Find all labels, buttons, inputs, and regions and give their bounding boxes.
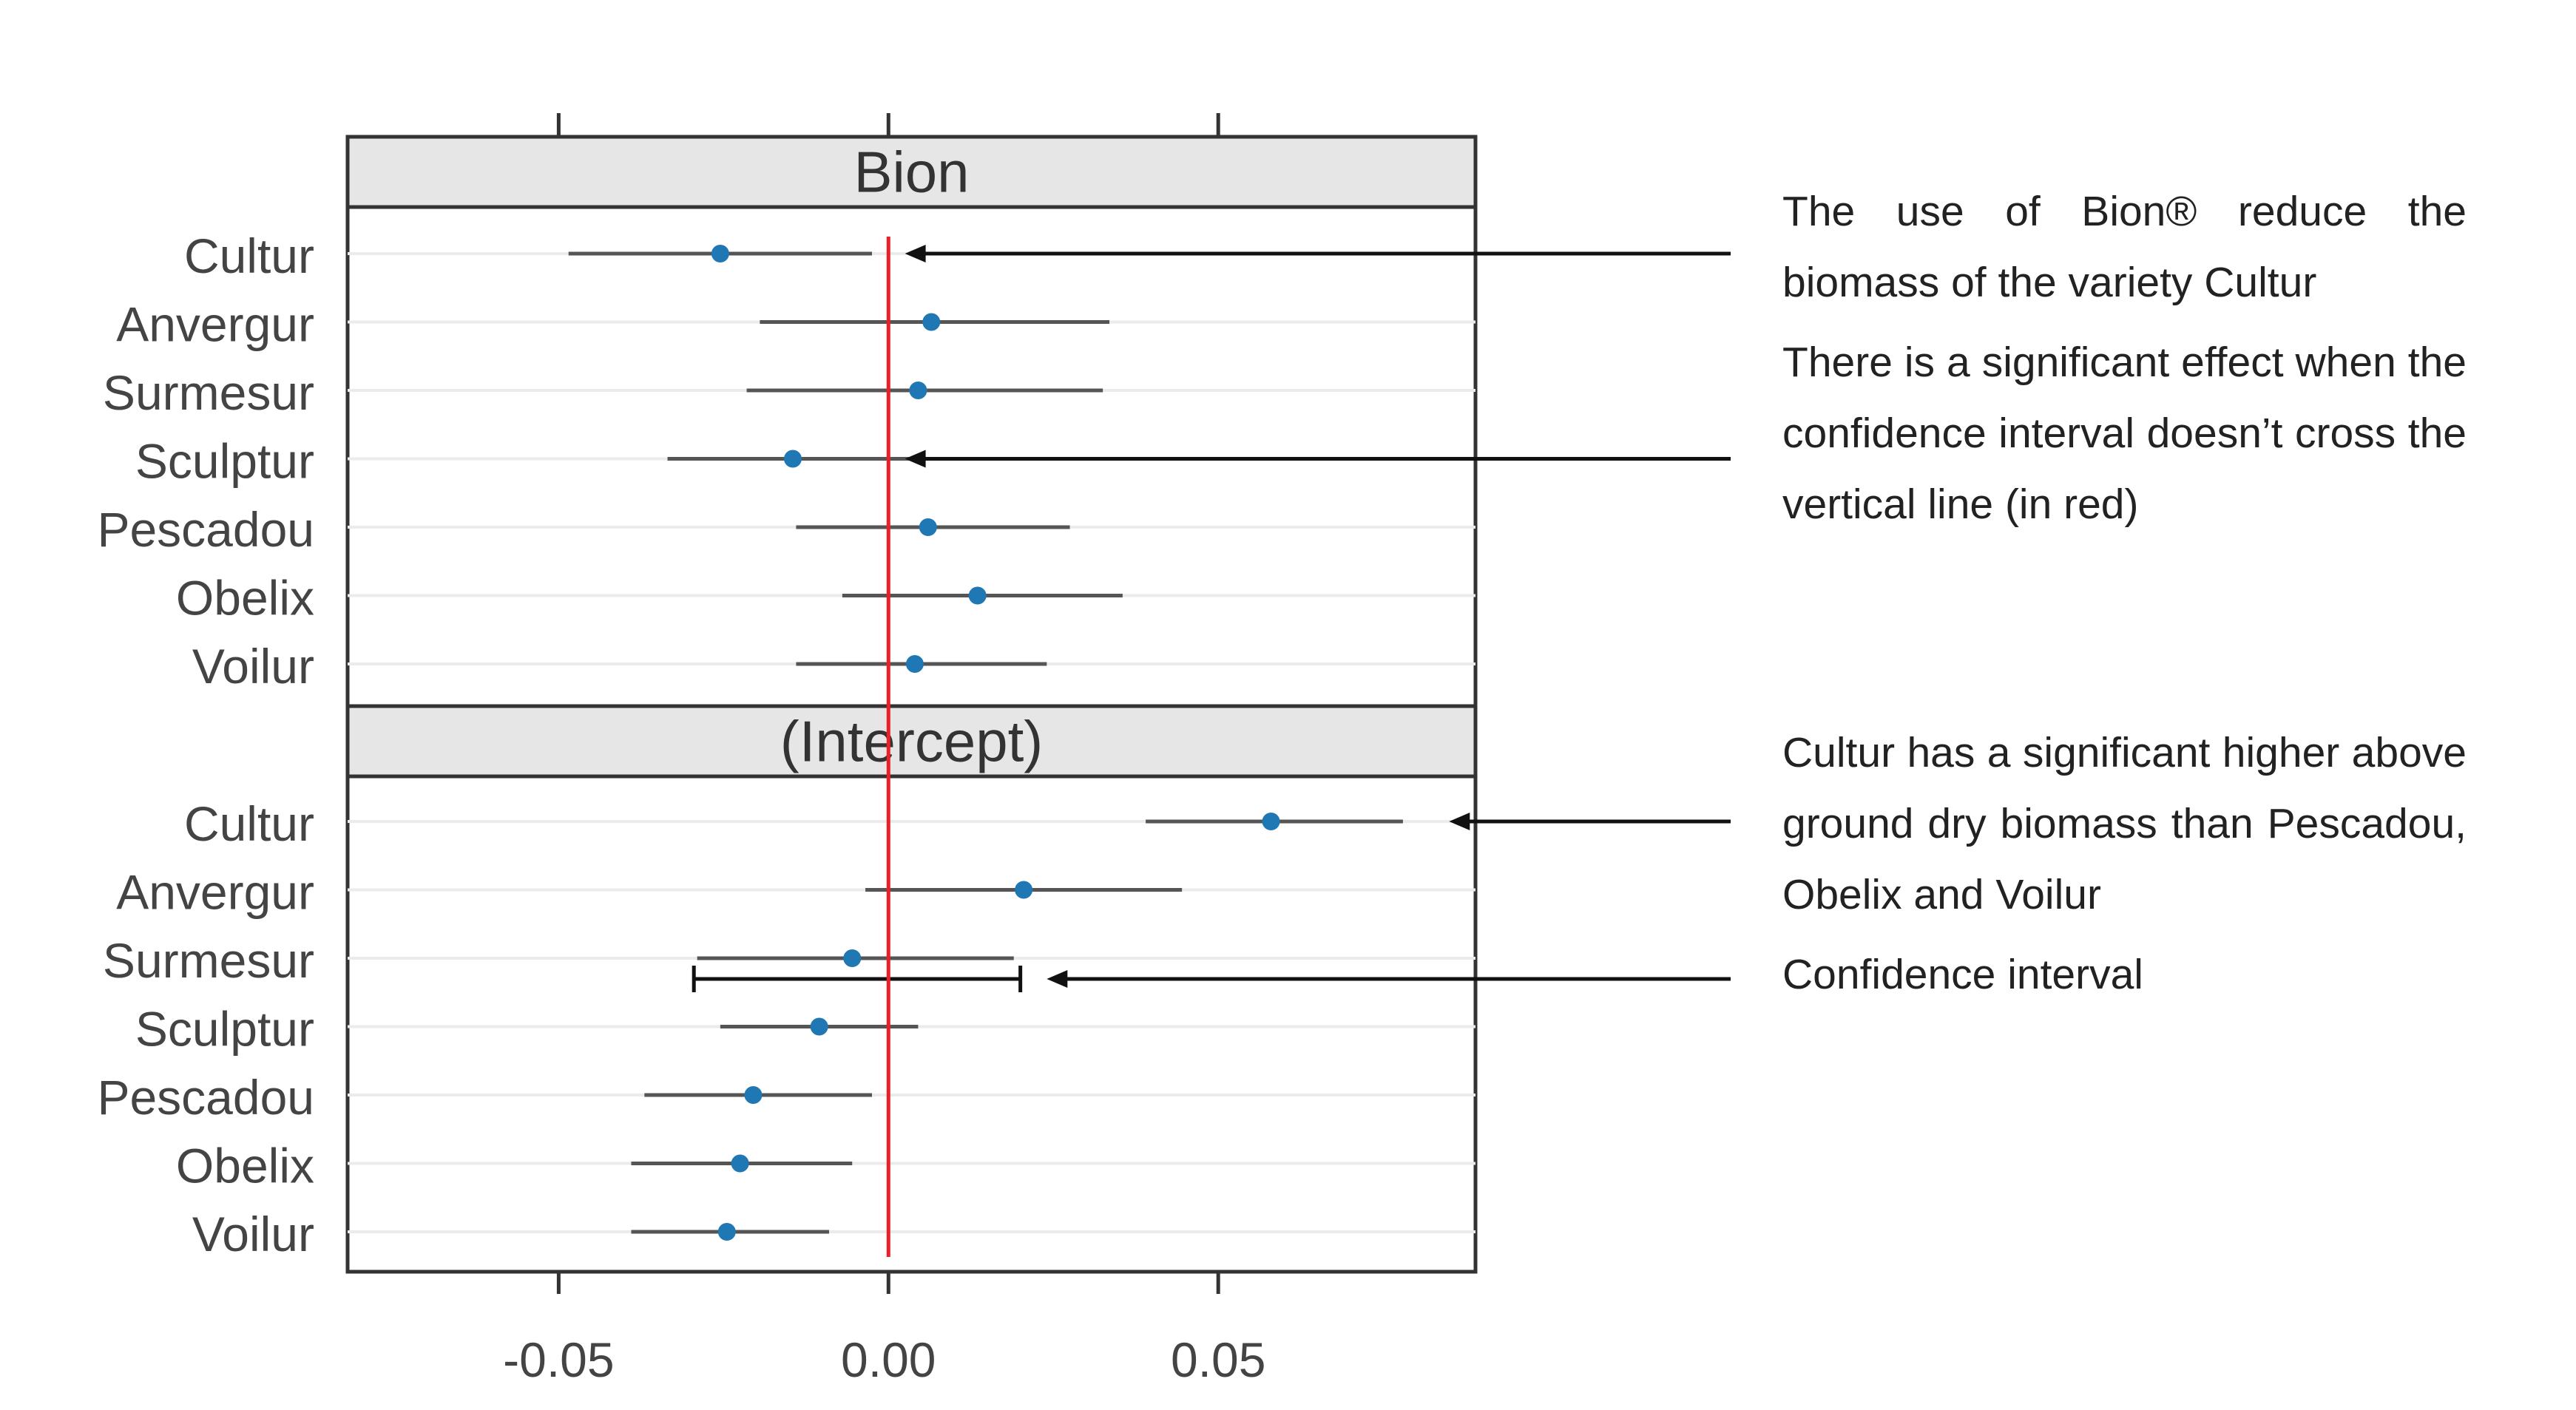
x-tick-label: 0.05 xyxy=(1171,1332,1265,1387)
row-label: Sculptur xyxy=(135,434,314,489)
estimate-point xyxy=(783,450,802,468)
annotation-arrowhead xyxy=(905,450,926,468)
row-label: Surmesur xyxy=(103,365,314,420)
annotation-arrowhead xyxy=(1047,970,1068,988)
estimate-point xyxy=(711,245,729,262)
estimate-point xyxy=(968,586,987,605)
estimate-point xyxy=(843,949,862,967)
estimate-point xyxy=(731,1154,749,1173)
strip-0 xyxy=(345,135,1478,209)
estimate-point xyxy=(1262,813,1280,830)
x-tick-label: -0.05 xyxy=(503,1332,614,1387)
row-label: Cultur xyxy=(184,796,314,851)
estimate-point xyxy=(922,313,941,331)
estimate-point xyxy=(919,518,937,536)
estimate-point xyxy=(909,382,927,399)
annotation-arrowhead xyxy=(1449,813,1470,830)
row-label: Pescadou xyxy=(97,1070,314,1125)
strip-1 xyxy=(345,704,1478,779)
annotation-confidence-interval: Confidence interval xyxy=(1782,951,2143,998)
annotation-significance-rule: There is a significant effect when the c… xyxy=(1782,339,2467,528)
row-label: Voilur xyxy=(192,1207,314,1261)
row-label: Cultur xyxy=(184,228,314,283)
estimate-point xyxy=(905,655,924,673)
strip-title: Bion xyxy=(853,140,969,205)
estimate-point xyxy=(810,1017,828,1036)
estimate-point xyxy=(744,1086,763,1104)
x-tick-label: 0.00 xyxy=(841,1332,936,1387)
row-label: Anvergur xyxy=(116,865,314,920)
estimate-point xyxy=(717,1223,736,1241)
row-label: Voilur xyxy=(192,639,314,694)
row-label: Pescadou xyxy=(97,502,314,557)
annotation-arrowhead xyxy=(905,245,926,262)
row-label: Obelix xyxy=(176,1139,314,1193)
row-label: Anvergur xyxy=(116,297,314,352)
annotation-bion-cultur: The use of Bion® reduce the biomass of t… xyxy=(1782,188,2467,306)
strip-title: (Intercept) xyxy=(780,709,1043,774)
row-label: Obelix xyxy=(176,571,314,626)
estimate-point xyxy=(1015,881,1033,899)
row-label: Surmesur xyxy=(103,933,314,988)
annotation-cultur-biomass: Cultur has a significant higher above gr… xyxy=(1782,729,2467,918)
row-label: Sculptur xyxy=(135,1002,314,1057)
